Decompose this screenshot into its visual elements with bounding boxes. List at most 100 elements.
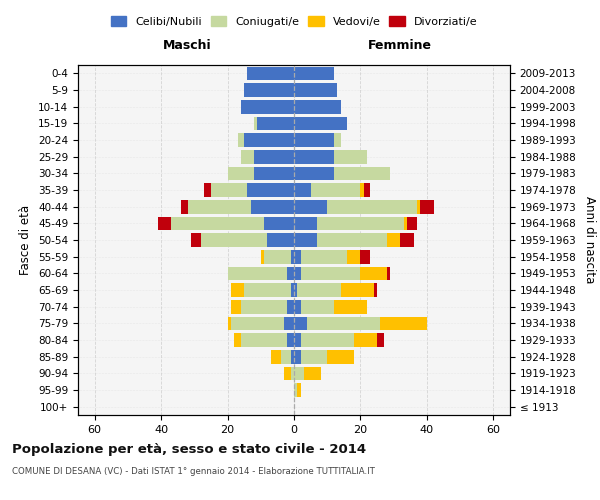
Bar	[290, 366, 294, 380]
Bar	[191, 233, 201, 247]
Bar	[261, 250, 264, 264]
Bar	[354, 333, 377, 347]
Bar	[387, 233, 400, 247]
Text: COMUNE DI DESANA (VC) - Dati ISTAT 1° gennaio 2014 - Elaborazione TUTTITALIA.IT: COMUNE DI DESANA (VC) - Dati ISTAT 1° ge…	[12, 468, 375, 476]
Bar	[294, 216, 317, 230]
Text: Maschi: Maschi	[163, 38, 212, 52]
Bar	[400, 233, 413, 247]
Bar	[307, 316, 380, 330]
Bar	[254, 116, 257, 130]
Bar	[298, 283, 341, 297]
Bar	[201, 233, 268, 247]
Bar	[294, 233, 317, 247]
Bar	[231, 316, 284, 330]
Bar	[244, 83, 294, 97]
Bar	[294, 100, 341, 114]
Bar	[334, 166, 391, 180]
Bar	[334, 133, 341, 147]
Bar	[257, 116, 294, 130]
Bar	[334, 150, 367, 164]
Bar	[294, 266, 301, 280]
Bar	[181, 200, 188, 213]
Bar	[287, 333, 294, 347]
Bar	[290, 283, 294, 297]
Bar	[294, 366, 304, 380]
Bar	[231, 283, 244, 297]
Bar	[327, 200, 417, 213]
Text: Popolazione per età, sesso e stato civile - 2014: Popolazione per età, sesso e stato civil…	[12, 442, 366, 456]
Bar	[254, 150, 294, 164]
Text: Femmine: Femmine	[368, 38, 433, 52]
Bar	[301, 350, 327, 364]
Bar	[361, 183, 364, 197]
Bar	[327, 350, 354, 364]
Bar	[241, 333, 287, 347]
Bar	[294, 166, 334, 180]
Bar	[364, 183, 370, 197]
Bar	[264, 216, 294, 230]
Bar	[171, 216, 264, 230]
Bar	[227, 266, 287, 280]
Bar	[244, 283, 290, 297]
Bar	[294, 116, 347, 130]
Bar	[311, 183, 361, 197]
Bar	[294, 300, 301, 314]
Bar	[301, 250, 347, 264]
Bar	[317, 216, 404, 230]
Bar	[341, 283, 374, 297]
Bar	[211, 183, 247, 197]
Bar	[158, 216, 171, 230]
Bar	[377, 333, 384, 347]
Bar	[361, 250, 370, 264]
Bar	[251, 200, 294, 213]
Bar	[231, 300, 241, 314]
Bar	[294, 66, 334, 80]
Bar	[317, 233, 387, 247]
Bar	[287, 300, 294, 314]
Bar	[304, 366, 320, 380]
Bar	[420, 200, 434, 213]
Bar	[417, 200, 420, 213]
Bar	[301, 333, 354, 347]
Bar	[407, 216, 417, 230]
Bar	[294, 283, 298, 297]
Y-axis label: Anni di nascita: Anni di nascita	[583, 196, 596, 284]
Bar	[247, 66, 294, 80]
Bar	[347, 250, 361, 264]
Bar	[284, 366, 290, 380]
Bar	[294, 333, 301, 347]
Bar	[227, 166, 254, 180]
Bar	[294, 350, 301, 364]
Bar	[294, 83, 337, 97]
Bar	[387, 266, 391, 280]
Bar	[247, 183, 294, 197]
Bar	[268, 233, 294, 247]
Bar	[294, 133, 334, 147]
Bar	[254, 166, 294, 180]
Bar	[404, 216, 407, 230]
Bar	[264, 250, 290, 264]
Bar	[294, 383, 298, 397]
Bar	[241, 150, 254, 164]
Bar	[241, 300, 287, 314]
Bar	[361, 266, 387, 280]
Bar	[374, 283, 377, 297]
Bar	[284, 316, 294, 330]
Legend: Celibi/Nubili, Coniugati/e, Vedovi/e, Divorziati/e: Celibi/Nubili, Coniugati/e, Vedovi/e, Di…	[111, 16, 477, 27]
Bar	[238, 133, 244, 147]
Bar	[294, 150, 334, 164]
Bar	[290, 250, 294, 264]
Bar	[290, 350, 294, 364]
Bar	[298, 383, 301, 397]
Bar	[227, 316, 231, 330]
Bar	[204, 183, 211, 197]
Bar	[294, 200, 327, 213]
Bar	[294, 250, 301, 264]
Y-axis label: Fasce di età: Fasce di età	[19, 205, 32, 275]
Bar	[334, 300, 367, 314]
Bar	[294, 316, 307, 330]
Bar	[241, 100, 294, 114]
Bar	[287, 266, 294, 280]
Bar	[188, 200, 251, 213]
Bar	[281, 350, 290, 364]
